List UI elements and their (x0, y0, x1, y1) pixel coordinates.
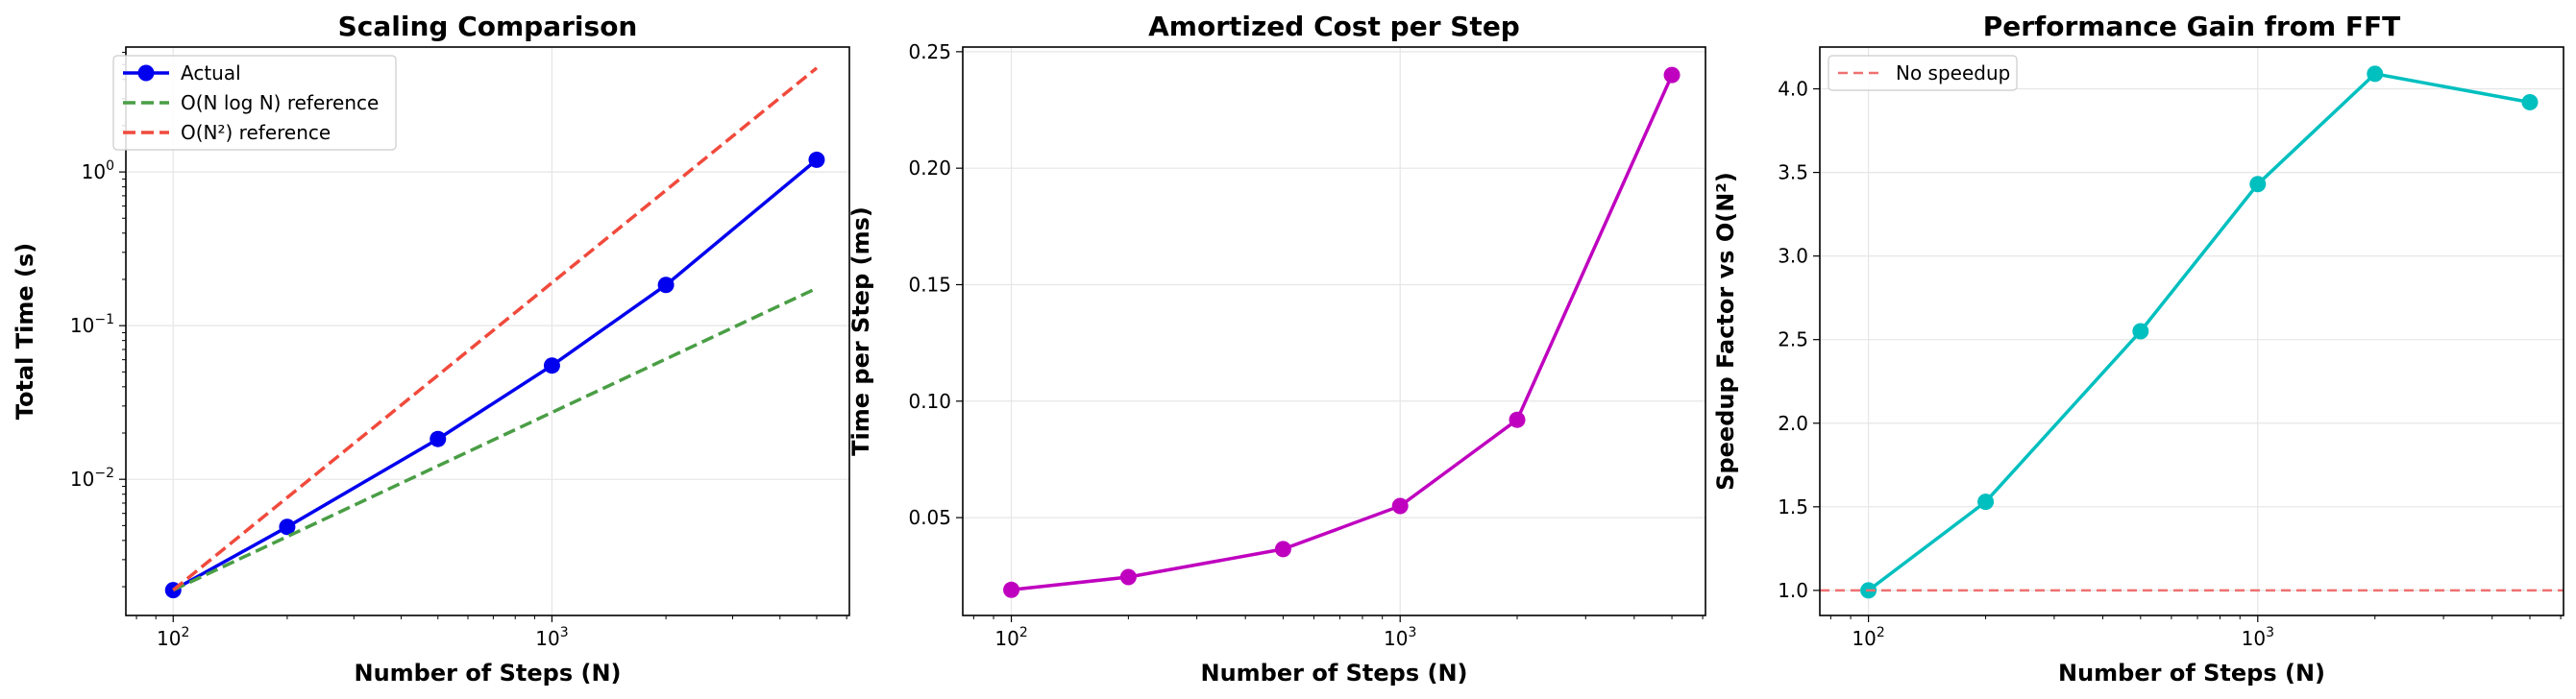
y-tick-label: 0.15 (908, 273, 951, 296)
y-tick-label: 0.25 (908, 40, 951, 63)
x-axis-label: Number of Steps (N) (1201, 660, 1468, 687)
axes-frame (962, 46, 1706, 616)
data-point (279, 518, 296, 536)
x-tick-label: 102 (157, 625, 189, 650)
y-tick-label: 10−1 (70, 312, 114, 337)
data-point (1663, 66, 1681, 84)
y-tick-label: 3.5 (1778, 161, 1808, 184)
y-tick-label: 0.20 (908, 157, 951, 180)
chart-title: Performance Gain from FFT (1983, 11, 2401, 42)
plot-area (1003, 66, 1681, 598)
x-axis-label: Number of Steps (N) (2058, 660, 2325, 687)
chart-title: Amortized Cost per Step (1148, 11, 1520, 42)
x-tick-label: 102 (1852, 625, 1884, 650)
legend: Actual O(N log N) reference O(N²) referenc… (112, 55, 397, 151)
chart-title: Scaling Comparison (338, 11, 638, 42)
legend-box (1828, 55, 2018, 91)
plot-area (164, 66, 825, 599)
y-tick-label: 1.0 (1778, 579, 1808, 602)
axes-frame (1819, 46, 2564, 616)
x-tick-label: 103 (1384, 625, 1416, 650)
y-axis-label: Speedup Factor vs O(N²) (1712, 172, 1739, 491)
legend-label: O(N²) reference (181, 121, 331, 144)
data-point (1119, 568, 1137, 586)
y-tick-label: 2.5 (1778, 328, 1808, 351)
series-line-2 (172, 286, 818, 592)
series-line-1 (1011, 74, 1674, 592)
x-tick-label: 103 (2242, 625, 2274, 650)
data-point (1509, 411, 1526, 428)
plot-area (1820, 65, 2564, 599)
data-point (1274, 541, 1291, 558)
chart-panel-2: 102 103 0.05 0.10 0.15 0.20 0.25 Amortized Cost… (847, 11, 1706, 687)
data-point (2132, 323, 2149, 340)
data-point (1003, 581, 1020, 598)
y-axis-label: Total Time (s) (12, 243, 38, 420)
data-point (2521, 93, 2539, 110)
legend-box (112, 55, 397, 151)
data-point (543, 357, 560, 374)
legend-marker (137, 64, 155, 82)
y-tick-label: 0.05 (908, 506, 951, 529)
y-tick-label: 100 (82, 158, 114, 183)
y-tick-label: 3.0 (1778, 245, 1808, 268)
y-tick-label: 0.10 (908, 390, 951, 413)
x-tick-label: 102 (994, 625, 1027, 650)
data-point (2367, 65, 2384, 83)
data-point (429, 430, 447, 447)
data-point (2249, 176, 2267, 193)
legend-label: Actual (181, 61, 241, 84)
data-point (657, 277, 675, 294)
y-tick-label: 1.5 (1778, 495, 1808, 518)
data-point (1391, 497, 1409, 515)
chart-panel-3: 102 103 1.0 1.5 2.0 2.5 3.0 3.5 4.0 Performance G… (1712, 11, 2564, 687)
y-tick-label: 10−2 (70, 466, 114, 491)
series-line-1 (172, 158, 819, 592)
y-axis-label: Time per Step (ms) (847, 206, 874, 456)
series-line-3 (172, 66, 819, 591)
legend-label: No speedup (1896, 61, 2010, 84)
data-point (1977, 494, 1995, 511)
series-line-1 (1867, 72, 2531, 592)
legend: No speedup (1828, 55, 2018, 91)
y-tick-label: 4.0 (1778, 78, 1808, 101)
data-point (808, 151, 825, 168)
axes-frame (125, 46, 850, 616)
legend-label: O(N log N) reference (181, 91, 379, 114)
x-axis-label: Number of Steps (N) (355, 660, 622, 687)
x-tick-label: 103 (535, 625, 568, 650)
chart-panel-1: 102 103 10−2 10−1 100 Scaling Comparison Numbe… (12, 11, 850, 687)
y-tick-label: 2.0 (1778, 412, 1808, 435)
